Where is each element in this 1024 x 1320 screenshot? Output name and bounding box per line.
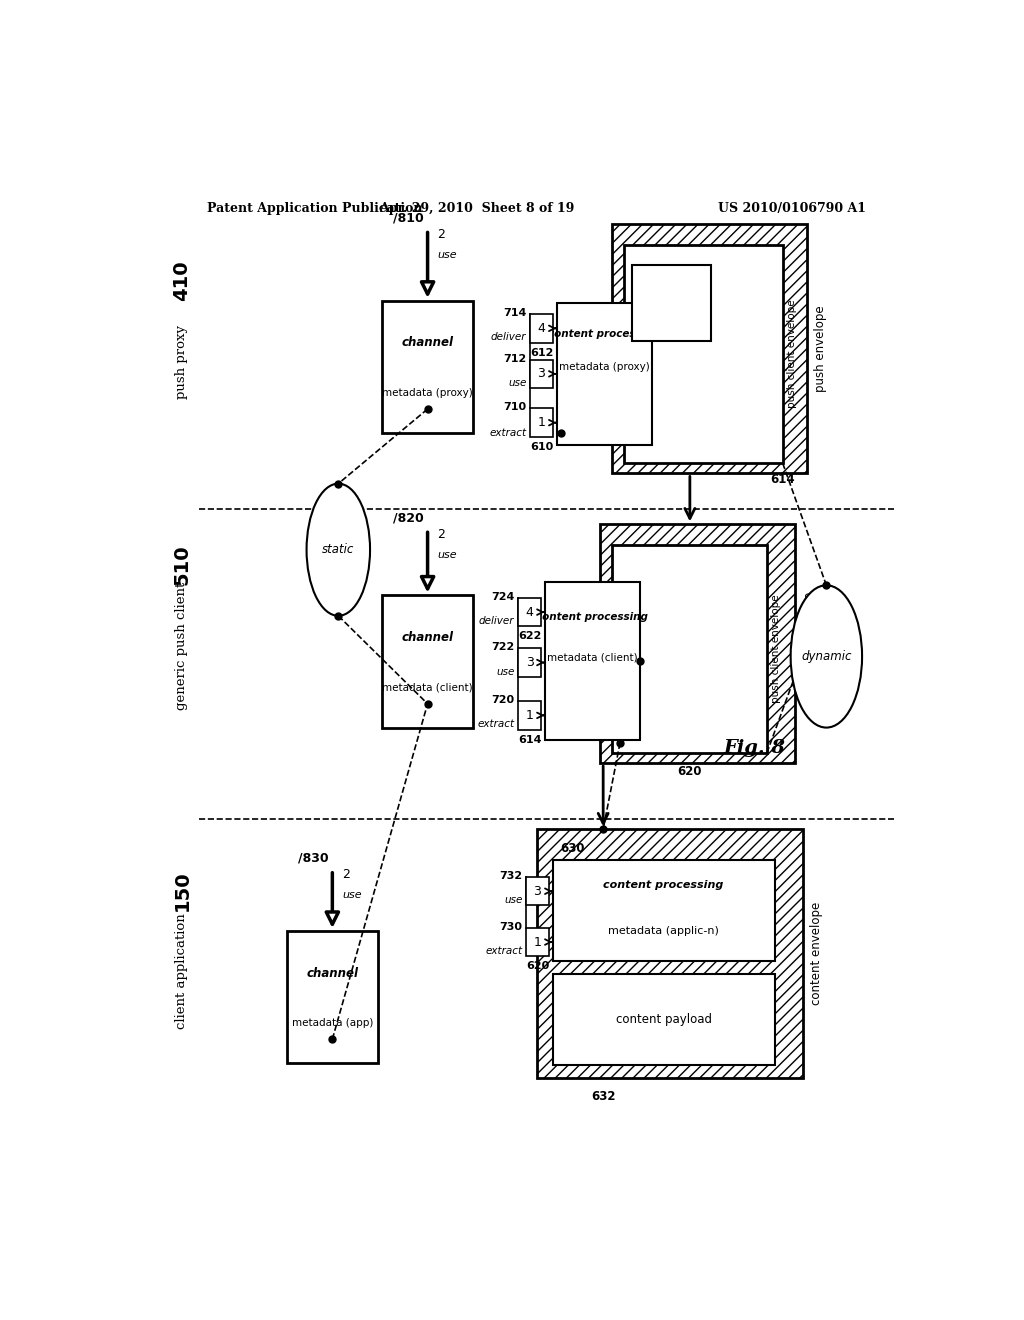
Text: 2: 2 [437,228,445,242]
Text: dynamic: dynamic [801,649,852,663]
Text: content processing: content processing [537,612,648,622]
Text: use: use [504,895,522,906]
Bar [557,302,652,445]
Text: 724: 724 [492,591,514,602]
Bar [382,595,473,727]
Bar [530,314,553,343]
Text: 614: 614 [518,735,542,744]
Text: 732: 732 [500,871,522,880]
Text: extract: extract [485,946,522,956]
Text: 614: 614 [770,474,795,487]
Text: 2: 2 [342,869,350,882]
Bar [600,524,795,763]
Ellipse shape [306,483,370,616]
Text: 4: 4 [525,606,534,619]
Text: 1: 1 [534,936,542,949]
Text: metadata (app): metadata (app) [292,1018,373,1028]
Text: 510: 510 [172,545,191,585]
Text: extract: extract [489,428,526,438]
Text: 620: 620 [677,766,701,779]
Ellipse shape [791,585,862,727]
Text: Patent Application Publication: Patent Application Publication [207,202,423,215]
Bar [287,931,378,1063]
Text: Apr. 29, 2010  Sheet 8 of 19: Apr. 29, 2010 Sheet 8 of 19 [380,202,574,215]
Text: 1: 1 [538,416,546,429]
Text: /820: /820 [393,511,424,524]
Text: use: use [437,550,457,560]
Bar [530,359,553,388]
Text: content processing: content processing [548,329,660,339]
Text: 630: 630 [560,842,585,854]
Text: generic push client: generic push client [175,582,188,710]
Bar [530,408,553,437]
Text: extract: extract [477,719,514,730]
Text: push client envelope: push client envelope [786,300,797,408]
Text: client application: client application [175,913,188,1030]
Text: 622: 622 [518,631,542,642]
Text: 150: 150 [172,870,191,911]
Text: 710: 710 [503,403,526,412]
Text: channel: channel [401,631,454,644]
Text: use: use [496,667,514,677]
Bar [526,928,549,956]
Bar [624,244,782,463]
Text: use: use [508,378,526,388]
Text: 4: 4 [538,322,546,335]
Text: 730: 730 [500,921,522,932]
Bar [612,224,807,474]
Text: channel: channel [306,966,358,979]
Text: metadata (client): metadata (client) [382,682,473,693]
Text: content envelope: content envelope [811,902,823,1006]
Text: channel: channel [401,337,454,350]
Text: 720: 720 [492,696,514,705]
Text: 620: 620 [526,961,549,972]
Text: 3: 3 [534,884,542,898]
Bar [518,648,541,677]
Text: push envelope: push envelope [814,306,827,392]
Bar [632,265,712,342]
Bar [553,974,775,1065]
Text: push client envelope: push client envelope [771,594,781,704]
Text: 3: 3 [538,367,546,380]
Text: 2: 2 [437,528,445,541]
Text: push proxy: push proxy [175,325,188,399]
Text: 3: 3 [525,656,534,669]
Text: content payload: content payload [615,1012,712,1026]
Bar [382,301,473,433]
Text: 632: 632 [591,1090,615,1104]
Text: deliver: deliver [490,333,526,342]
Text: Fig. 8: Fig. 8 [723,739,785,756]
Text: metadata (applic-n): metadata (applic-n) [608,925,719,936]
Bar [526,876,549,906]
Text: /810: /810 [393,211,424,224]
Text: 612: 612 [529,347,553,358]
Text: deliver: deliver [479,616,514,626]
Text: 1: 1 [525,709,534,722]
Bar [612,545,767,752]
Bar [518,701,541,730]
Text: content envelope: content envelope [803,593,815,696]
Text: 610: 610 [529,442,553,451]
Text: use: use [437,249,457,260]
Bar [545,582,640,739]
Bar [537,829,803,1078]
Text: 410: 410 [172,260,191,301]
Text: US 2010/0106790 A1: US 2010/0106790 A1 [718,202,866,215]
Text: static: static [323,544,354,556]
Text: /830: /830 [298,851,329,865]
Bar [518,598,541,627]
Bar [553,859,775,961]
Text: 722: 722 [492,643,514,652]
Text: metadata (client): metadata (client) [547,653,638,663]
Text: use: use [342,890,361,900]
Text: 712: 712 [503,354,526,364]
Text: metadata (proxy): metadata (proxy) [382,388,473,399]
Text: metadata (proxy): metadata (proxy) [559,362,649,372]
Text: content processing: content processing [603,880,724,890]
Text: 714: 714 [503,308,526,318]
